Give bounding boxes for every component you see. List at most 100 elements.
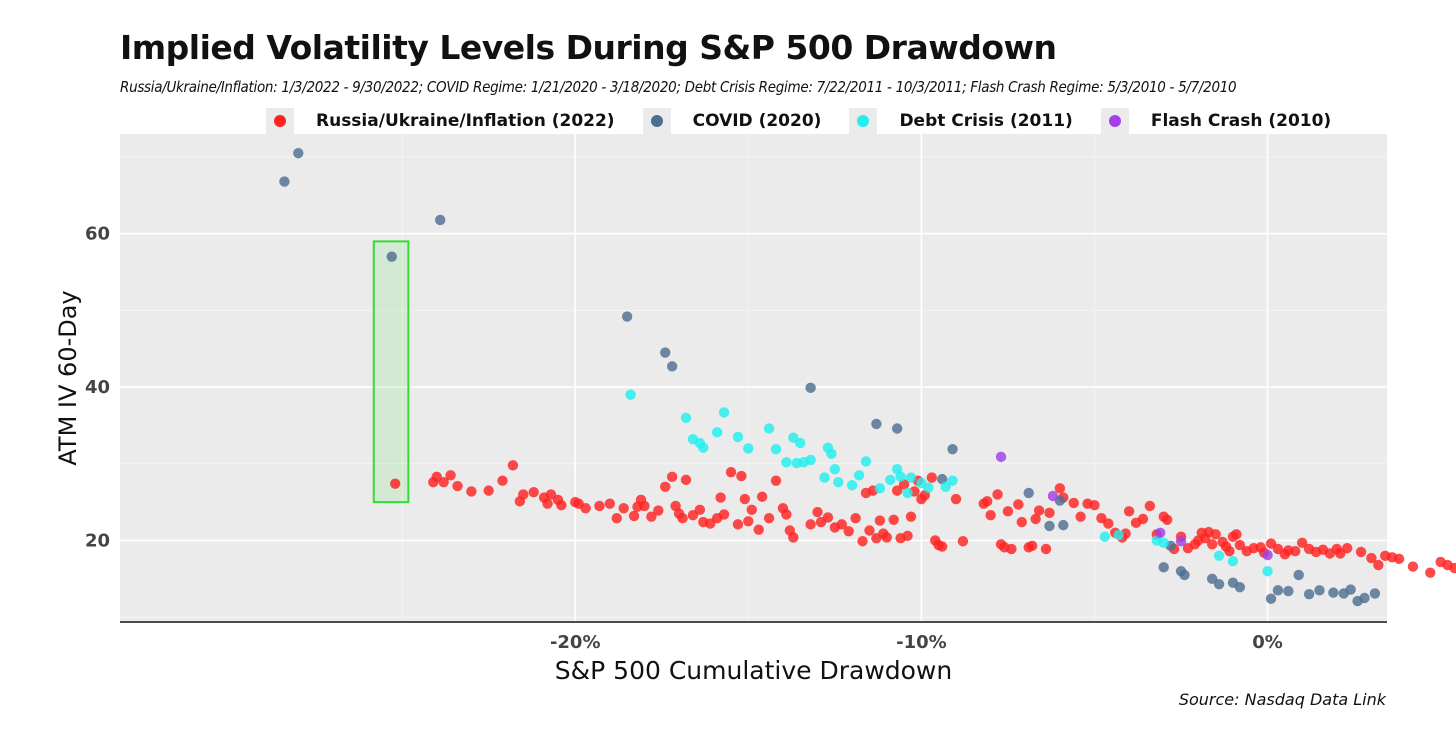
data-point-covid-2020 [1293, 569, 1304, 581]
data-point-covid-2020 [386, 251, 397, 262]
data-point-russia-ukraine-inflation-2022 [1144, 500, 1156, 512]
y-axis-label: ATM IV 60-Day [54, 290, 82, 465]
data-point-covid-2020 [1359, 592, 1370, 604]
data-point-flash-crash-2010 [1047, 490, 1059, 502]
legend-label: Russia/Ukraine/Inflation (2022) [316, 111, 615, 131]
legend-key [849, 108, 878, 134]
data-point-russia-ukraine-inflation-2022 [1425, 567, 1436, 578]
data-point-russia-ukraine-inflation-2022 [628, 510, 640, 522]
data-point-russia-ukraine-inflation-2022 [1393, 553, 1405, 565]
data-point-russia-ukraine-inflation-2022 [639, 500, 650, 512]
data-point-russia-ukraine-inflation-2022 [680, 474, 692, 486]
data-point-debt-crisis-2011 [860, 456, 872, 467]
data-point-russia-ukraine-inflation-2022 [822, 512, 834, 523]
data-point-covid-2020 [1158, 562, 1169, 573]
data-point-debt-crisis-2011 [795, 437, 806, 449]
data-point-russia-ukraine-inflation-2022 [881, 532, 892, 543]
data-point-debt-crisis-2011 [763, 423, 775, 434]
data-point-russia-ukraine-inflation-2022 [888, 514, 899, 525]
data-point-russia-ukraine-inflation-2022 [653, 505, 664, 516]
data-point-russia-ukraine-inflation-2022 [556, 499, 567, 511]
data-point-debt-crisis-2011 [923, 482, 934, 493]
data-point-russia-ukraine-inflation-2022 [1123, 506, 1135, 517]
data-point-debt-crisis-2011 [718, 407, 730, 418]
data-point-russia-ukraine-inflation-2022 [660, 481, 671, 492]
data-point-russia-ukraine-inflation-2022 [497, 475, 508, 486]
data-point-debt-crisis-2011 [781, 457, 792, 468]
data-point-debt-crisis-2011 [732, 431, 744, 443]
y-tick-label: 60 [85, 224, 110, 245]
data-point-russia-ukraine-inflation-2022 [732, 519, 744, 530]
data-point-debt-crisis-2011 [1213, 550, 1225, 562]
data-point-russia-ukraine-inflation-2022 [843, 526, 854, 537]
data-point-russia-ukraine-inflation-2022 [1033, 505, 1045, 516]
legend: Russia/Ukraine/Inflation (2022) COVID (2… [266, 108, 1359, 134]
data-point-russia-ukraine-inflation-2022 [718, 509, 730, 520]
data-point-debt-crisis-2011 [940, 481, 951, 492]
legend-key [266, 108, 294, 134]
data-point-debt-crisis-2011 [805, 454, 816, 466]
data-point-russia-ukraine-inflation-2022 [1089, 499, 1100, 511]
data-point-russia-ukraine-inflation-2022 [694, 504, 706, 515]
data-point-russia-ukraine-inflation-2022 [725, 467, 737, 478]
data-point-russia-ukraine-inflation-2022 [736, 470, 747, 482]
data-point-russia-ukraine-inflation-2022 [902, 530, 913, 542]
data-point-debt-crisis-2011 [1227, 555, 1239, 567]
x-tick-label: -10% [896, 632, 947, 653]
data-point-debt-crisis-2011 [743, 443, 754, 454]
data-point-covid-2020 [1272, 585, 1284, 596]
data-point-covid-2020 [666, 361, 678, 372]
data-point-covid-2020 [660, 347, 671, 358]
data-point-debt-crisis-2011 [1262, 565, 1273, 577]
data-point-russia-ukraine-inflation-2022 [1016, 516, 1027, 528]
data-point-covid-2020 [1345, 584, 1356, 595]
data-point-covid-2020 [1328, 587, 1339, 598]
data-point-flash-crash-2010 [1175, 536, 1187, 547]
data-point-russia-ukraine-inflation-2022 [438, 476, 449, 488]
x-tick-label: 0% [1252, 632, 1283, 653]
data-point-covid-2020 [1179, 569, 1190, 581]
data-point-russia-ukraine-inflation-2022 [1366, 552, 1377, 564]
data-point-russia-ukraine-inflation-2022 [1234, 539, 1246, 551]
data-point-debt-crisis-2011 [833, 476, 844, 488]
data-point-russia-ukraine-inflation-2022 [580, 503, 591, 514]
data-point-debt-crisis-2011 [1099, 531, 1111, 542]
data-point-debt-crisis-2011 [902, 487, 913, 499]
data-point-debt-crisis-2011 [680, 412, 692, 423]
source-note: Source: Nasdaq Data Link [1178, 690, 1386, 709]
data-point-russia-ukraine-inflation-2022 [1341, 542, 1353, 554]
data-point-russia-ukraine-inflation-2022 [788, 532, 799, 543]
data-point-flash-crash-2010 [995, 451, 1007, 463]
chart-title: Implied Volatility Levels During S&P 500… [120, 28, 1057, 67]
data-point-russia-ukraine-inflation-2022 [739, 493, 751, 505]
data-point-russia-ukraine-inflation-2022 [542, 498, 553, 509]
data-point-russia-ukraine-inflation-2022 [611, 513, 622, 524]
data-point-russia-ukraine-inflation-2022 [1231, 529, 1242, 540]
legend-dot-russia [274, 115, 286, 127]
data-point-russia-ukraine-inflation-2022 [1137, 513, 1149, 525]
data-point-covid-2020 [279, 176, 290, 187]
data-point-russia-ukraine-inflation-2022 [1068, 497, 1079, 509]
data-point-covid-2020 [1044, 520, 1055, 532]
data-point-russia-ukraine-inflation-2022 [985, 509, 996, 521]
data-point-covid-2020 [1234, 582, 1246, 593]
data-point-russia-ukraine-inflation-2022 [1044, 507, 1055, 519]
data-point-russia-ukraine-inflation-2022 [1026, 540, 1038, 552]
data-point-covid-2020 [1265, 593, 1277, 604]
data-point-russia-ukraine-inflation-2022 [715, 492, 726, 503]
y-tick-label: 20 [85, 530, 110, 551]
data-point-debt-crisis-2011 [874, 483, 886, 494]
data-point-debt-crisis-2011 [819, 472, 830, 483]
data-point-russia-ukraine-inflation-2022 [1054, 483, 1066, 494]
data-point-russia-ukraine-inflation-2022 [594, 500, 605, 512]
data-point-debt-crisis-2011 [853, 470, 865, 481]
data-point-russia-ukraine-inflation-2022 [390, 478, 401, 489]
data-point-russia-ukraine-inflation-2022 [1206, 539, 1218, 550]
data-point-russia-ukraine-inflation-2022 [981, 496, 993, 507]
legend-label: COVID (2020) [692, 111, 822, 131]
data-point-covid-2020 [1314, 585, 1325, 596]
data-point-debt-crisis-2011 [770, 444, 782, 455]
data-point-debt-crisis-2011 [885, 474, 896, 486]
data-point-russia-ukraine-inflation-2022 [1290, 546, 1301, 557]
